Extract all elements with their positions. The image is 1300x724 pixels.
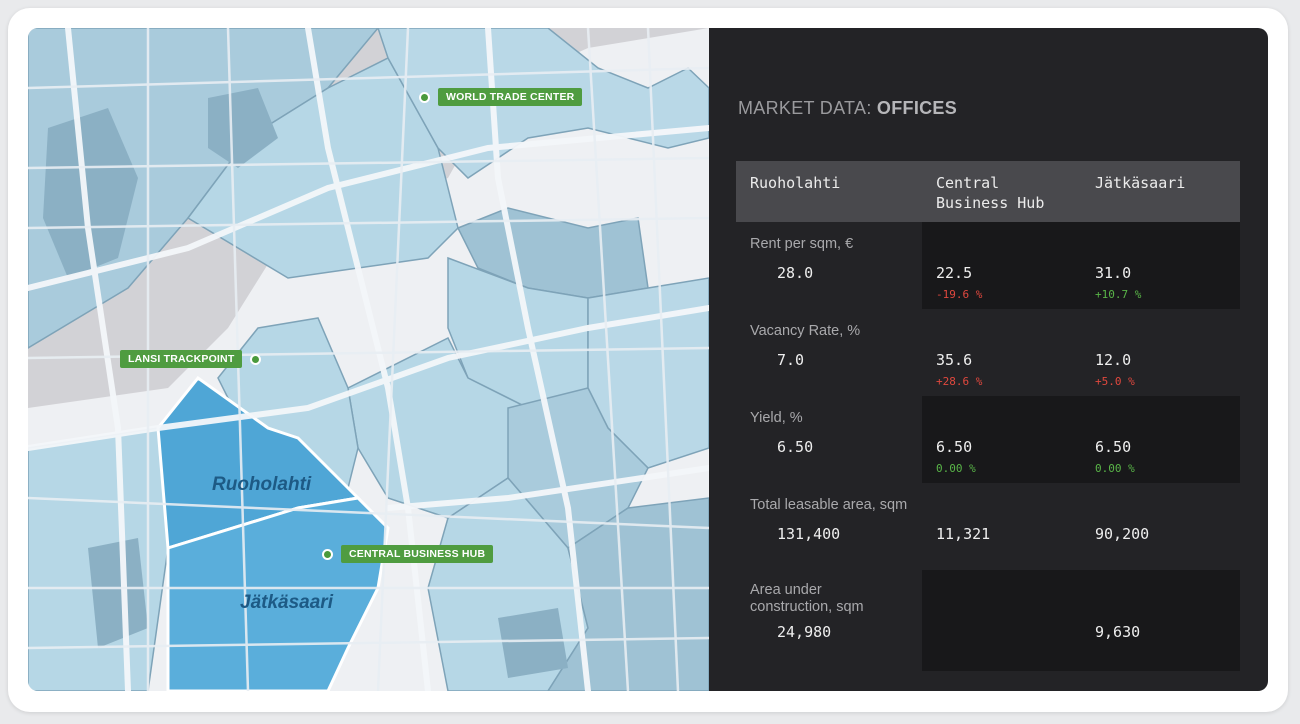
delta-value: +28.6 % [936, 375, 983, 388]
cell-value: 6.50 [1095, 438, 1132, 456]
cell-value: 6.50 [777, 438, 814, 456]
column-header[interactable]: Ruoholahti [750, 174, 841, 192]
cell-value: 22.5 [936, 264, 973, 282]
pin-world-trade-center[interactable]: WORLD TRADE CENTER [419, 88, 583, 106]
delta-value: +10.7 % [1095, 288, 1142, 301]
table-row: Total leasable area, sqm 131,400 11,321 … [736, 483, 1240, 570]
column-header[interactable]: Jätkäsaari [1095, 174, 1186, 192]
row-label: Vacancy Rate, % [750, 323, 861, 339]
cell-value: 12.0 [1095, 351, 1132, 369]
cell-value: 24,980 [777, 623, 832, 641]
row-label: Area under construction, sqm [750, 582, 864, 615]
cell-value: 28.0 [777, 264, 814, 282]
table-header: Ruoholahti Central Business Hub Jätkäsaa… [736, 161, 1240, 222]
table-row: Rent per sqm, € 28.0 22.5 -19.6 % 31.0 +10… [736, 222, 1240, 309]
cell-value: 90,200 [1095, 525, 1150, 543]
panel-title: MARKET DATA: OFFICES [738, 98, 957, 119]
cell-value: 9,630 [1095, 623, 1141, 641]
location-pin-icon [250, 353, 262, 365]
cell-value: 7.0 [777, 351, 805, 369]
delta-value: +5.0 % [1095, 375, 1135, 388]
delta-value: 0.00 % [936, 462, 976, 475]
pin-label: WORLD TRADE CENTER [438, 88, 583, 106]
cell-value: 31.0 [1095, 264, 1132, 282]
cell-value: 6.50 [936, 438, 973, 456]
cell-value: 35.6 [936, 351, 973, 369]
delta-value: -19.6 % [936, 288, 983, 301]
row-label: Total leasable area, sqm [750, 497, 908, 513]
map-canvas[interactable] [28, 28, 709, 691]
row-label: Yield, % [750, 410, 803, 426]
map-view[interactable]: WORLD TRADE CENTER LANSI TRACKPOINT CENT… [28, 28, 709, 691]
pin-lansi-trackpoint[interactable]: LANSI TRACKPOINT [120, 350, 262, 368]
location-pin-icon [419, 91, 430, 103]
pin-central-business-hub[interactable]: CENTRAL BUSINESS HUB [322, 545, 494, 563]
panel-title-emphasis: OFFICES [876, 98, 958, 118]
cell-value: 11,321 [936, 525, 991, 543]
area-label-ruoholahti: Ruoholahti [212, 474, 312, 495]
table-row: Area under construction, sqm 24,980 9,63… [736, 570, 1240, 671]
area-label-jatkasaari: Jätkäsaari [240, 592, 333, 613]
pin-label: CENTRAL BUSINESS HUB [341, 545, 494, 563]
pin-label: LANSI TRACKPOINT [120, 350, 243, 368]
market-data-panel: MARKET DATA: OFFICES Ruoholahti Central … [709, 28, 1268, 691]
market-data-table: Ruoholahti Central Business Hub Jätkäsaa… [736, 161, 1240, 671]
table-row: Vacancy Rate, % 7.0 35.6 +28.6 % 12.0 +5.0… [736, 309, 1240, 396]
panel-title-prefix: MARKET DATA: [738, 98, 877, 118]
location-pin-icon [322, 548, 333, 560]
row-label: Rent per sqm, € [750, 236, 854, 252]
table-row: Yield, % 6.50 6.50 0.00 % 6.50 0.00 % [736, 396, 1240, 483]
cell-value: 131,400 [777, 525, 841, 543]
column-header[interactable]: Central Business Hub [936, 174, 1045, 212]
delta-value: 0.00 % [1095, 462, 1135, 475]
